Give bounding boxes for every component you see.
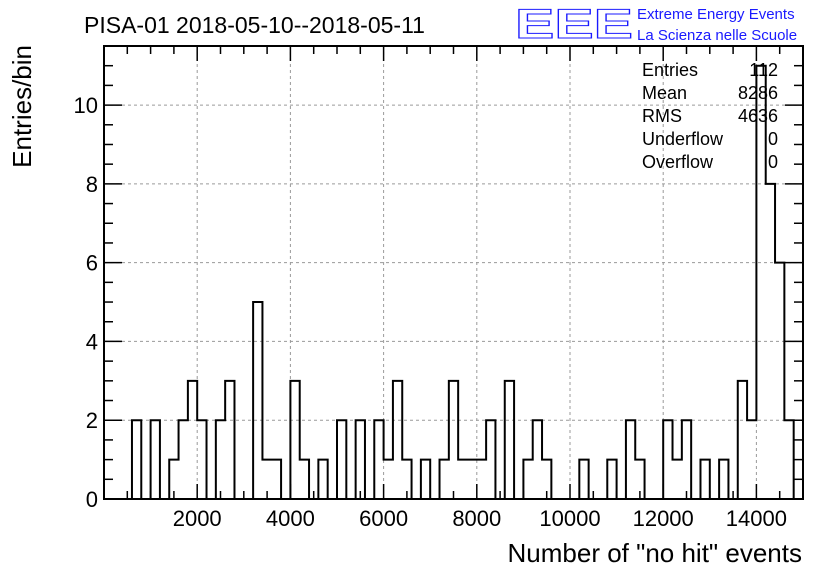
- stats-value: 0: [768, 129, 778, 149]
- histogram-bin: [756, 66, 765, 499]
- eee-logo-line2: La Scienza nelle Scuole: [637, 27, 797, 44]
- x-tick-label: 8000: [452, 506, 501, 531]
- histogram-bin: [151, 420, 160, 499]
- eee-logo-letters: EEE: [515, 0, 633, 47]
- histogram-bin: [673, 460, 682, 499]
- histogram-bin: [682, 420, 691, 499]
- histogram-bin: [318, 460, 327, 499]
- histogram-bin: [477, 460, 486, 499]
- histogram-bin: [467, 460, 476, 499]
- stats-value: 4636: [738, 106, 778, 126]
- x-axis-label: Number of "no hit" events: [508, 538, 803, 568]
- stats-label: Entries: [642, 60, 698, 80]
- histogram-bin: [440, 460, 449, 499]
- histogram-bin: [626, 420, 635, 499]
- histogram-bin: [188, 381, 197, 499]
- histogram-bin: [272, 460, 281, 499]
- y-tick-label: 6: [86, 251, 98, 276]
- x-tick-label: 10000: [539, 506, 600, 531]
- histogram-bin: [607, 460, 616, 499]
- histogram-bin: [216, 420, 225, 499]
- axis-ticks: [103, 45, 804, 500]
- histogram-bin: [132, 420, 141, 499]
- eee-logo-line1: Extreme Energy Events: [637, 6, 795, 23]
- histogram-bin: [486, 420, 495, 499]
- y-tick-label: 0: [86, 487, 98, 512]
- plot-area: 2000 4000 6000 8000 10000 12000 14000 0 2 4 6 8 10: [74, 45, 804, 531]
- plot-frame: [103, 45, 804, 500]
- y-axis-tick-labels: 0 2 4 6 8 10: [74, 93, 98, 512]
- stats-label: Mean: [642, 83, 687, 103]
- stats-box: Entries 112 Mean 8286 RMS 4636 Underflow 0 Overf…: [642, 60, 778, 172]
- y-tick-label: 4: [86, 329, 98, 354]
- y-tick-label: 10: [74, 93, 98, 118]
- x-tick-label: 4000: [266, 506, 315, 531]
- x-tick-label: 6000: [359, 506, 408, 531]
- histogram-bin: [700, 460, 709, 499]
- y-tick-label: 2: [86, 408, 98, 433]
- histogram-bin: [458, 460, 467, 499]
- histogram-bin: [523, 460, 532, 499]
- x-tick-label: 12000: [633, 506, 694, 531]
- histogram-bin: [337, 420, 346, 499]
- grid-lines: [104, 46, 803, 499]
- histogram-bin: [374, 420, 383, 499]
- histogram-bin: [253, 302, 262, 499]
- histogram-step-line: [130, 64, 795, 500]
- stats-label: Overflow: [642, 152, 714, 172]
- stats-value: 0: [768, 152, 778, 172]
- x-tick-label: 14000: [726, 506, 787, 531]
- histogram-bin: [747, 420, 756, 499]
- histogram-bin: [784, 420, 793, 499]
- stats-label: RMS: [642, 106, 682, 126]
- histogram-bin: [197, 420, 206, 499]
- y-axis-label: Entries/bin: [7, 45, 37, 168]
- histogram-bin: [775, 263, 784, 499]
- stats-label: Underflow: [642, 129, 724, 149]
- stats-value: 8286: [738, 83, 778, 103]
- histogram-bin: [356, 420, 365, 499]
- histogram-bin: [225, 381, 234, 499]
- histogram-bin: [738, 381, 747, 499]
- chart-title: PISA-01 2018-05-10--2018-05-11: [84, 12, 425, 38]
- histogram-bin: [533, 420, 542, 499]
- stats-value: 112: [749, 60, 778, 80]
- histogram-bin: [300, 460, 309, 499]
- histogram-bin: [384, 460, 393, 499]
- histogram-bin: [579, 460, 588, 499]
- histogram-bin: [663, 420, 672, 499]
- histogram-bin: [179, 420, 188, 499]
- y-tick-label: 8: [86, 172, 98, 197]
- histogram-bin: [505, 381, 514, 499]
- histogram-bin: [449, 381, 458, 499]
- x-axis-tick-labels: 2000 4000 6000 8000 10000 12000 14000: [173, 506, 787, 531]
- eee-logo: EEE Extreme Energy Events La Scienza nel…: [515, 0, 798, 48]
- histogram-bin: [290, 381, 299, 499]
- histogram-bin: [393, 381, 402, 499]
- histogram-bin: [421, 460, 430, 499]
- histogram-bin: [719, 460, 728, 499]
- x-tick-label: 2000: [173, 506, 222, 531]
